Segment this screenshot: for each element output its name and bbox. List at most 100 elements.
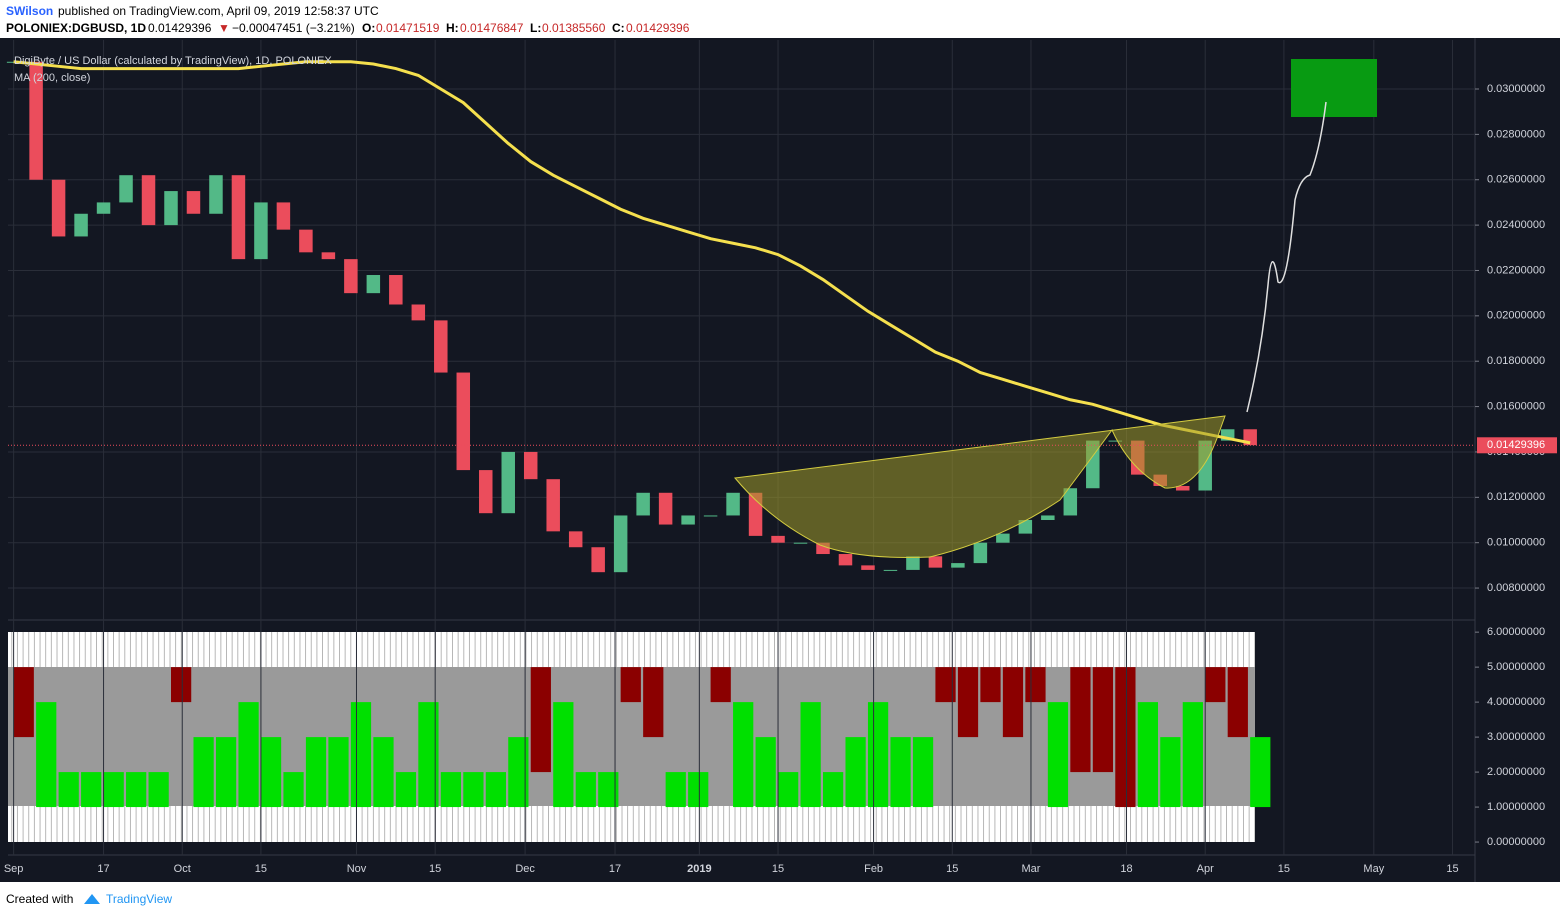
candle [523, 451, 538, 480]
indicator-bar [103, 772, 124, 808]
candle [501, 451, 515, 514]
candle [1041, 515, 1055, 521]
x-tick-label: Mar [1021, 863, 1040, 875]
x-tick-label: Apr [1197, 863, 1214, 875]
indicator-bar [395, 772, 417, 808]
o-label: O: [362, 21, 375, 35]
y-tick-label: 2.00000000 [1487, 766, 1545, 778]
indicator-bar [36, 702, 57, 808]
indicator-bar [305, 737, 327, 808]
x-tick-label: 15 [429, 863, 441, 875]
indicator-bar [688, 772, 709, 808]
y-tick-label: 1.00000000 [1487, 801, 1545, 813]
indicator-bar [238, 702, 259, 808]
candle [209, 175, 223, 214]
candle [996, 533, 1010, 543]
candle [1063, 488, 1078, 516]
indicator-bar [508, 737, 529, 808]
candle [276, 202, 291, 230]
indicator-bar [867, 702, 889, 808]
c: 0.01429396 [626, 21, 690, 35]
indicator-bar [1227, 667, 1248, 738]
y-tick-label: 0.02000000 [1487, 310, 1545, 322]
ma-line [13, 60, 1251, 445]
x-tick-label: 15 [1278, 863, 1290, 875]
x-tick-label: Sep [4, 863, 24, 875]
indicator-bar [530, 667, 551, 773]
candle [479, 470, 493, 514]
x-tick-label: 15 [1446, 863, 1458, 875]
indicator-bar [148, 772, 169, 808]
indicator-bar [890, 737, 911, 808]
indicator-bar [171, 667, 192, 703]
indicator-bar [845, 737, 866, 808]
current-price-label: 0.01429396 [1487, 439, 1545, 451]
candle [434, 320, 448, 373]
x-tick-label: 15 [772, 863, 784, 875]
footer-brand[interactable]: TradingView [106, 892, 172, 906]
candle [658, 492, 673, 525]
o: 0.01471519 [376, 21, 440, 35]
x-tick-label: 18 [1120, 863, 1132, 875]
y-tick-label: 0.01800000 [1487, 355, 1545, 367]
candle [951, 563, 965, 568]
y-tick-label: 4.00000000 [1487, 696, 1545, 708]
indicator-bar [912, 737, 934, 808]
indicator-bar [620, 667, 641, 703]
candle [1018, 520, 1033, 534]
indicator-bar [710, 667, 731, 703]
indicator-bar [418, 702, 439, 808]
candle [613, 515, 628, 573]
candle [231, 175, 246, 260]
candle [973, 542, 988, 564]
l-label: L: [530, 21, 541, 35]
indicator-bar [485, 772, 506, 808]
indicator-bar [823, 772, 844, 808]
candle [883, 569, 898, 571]
indicator-bar [126, 772, 147, 808]
x-tick-label: Nov [347, 863, 367, 875]
published: published on TradingView.com, April 09, … [58, 4, 379, 18]
indicator-bar [81, 772, 102, 808]
candle [299, 229, 313, 253]
change: −0.00047451 (−3.21%) [232, 21, 355, 35]
candle [681, 515, 695, 525]
indicator-bar [755, 737, 776, 808]
indicator-bar [373, 737, 394, 808]
current-price-box [1477, 437, 1557, 454]
h-label: H: [446, 21, 459, 35]
indicator-bar [980, 667, 1001, 703]
symbol: POLONIEX:DGBUSD, 1D [6, 21, 146, 35]
x-tick-label: 17 [97, 863, 109, 875]
x-tick-label: 15 [946, 863, 958, 875]
candle [928, 556, 943, 568]
candle [703, 515, 718, 517]
indicator-bar [778, 772, 799, 808]
indicator-bar [58, 772, 79, 808]
indicator-bar [575, 772, 596, 808]
indicator-bar [733, 702, 754, 808]
last: 0.01429396 [148, 21, 212, 35]
y-tick-label: 0.01000000 [1487, 537, 1545, 549]
candle [96, 202, 111, 214]
candle [906, 556, 920, 570]
y-tick-label: 6.00000000 [1487, 626, 1545, 638]
x-tick-label: 17 [609, 863, 621, 875]
target-box [1291, 59, 1377, 117]
indicator-bar [1002, 667, 1024, 738]
c-label: C: [612, 21, 625, 35]
candle [636, 492, 650, 516]
indicator-bar [1182, 702, 1203, 808]
indicator-bar [260, 737, 282, 808]
y-tick-label: 0.02600000 [1487, 174, 1545, 186]
x-tick-label: May [1363, 863, 1384, 875]
indicator-bar [1115, 667, 1136, 808]
indicator-bar [283, 772, 304, 808]
candle [546, 479, 560, 532]
indicator-bar [935, 667, 956, 703]
h: 0.01476847 [460, 21, 524, 35]
x-tick-label: Dec [515, 863, 535, 875]
indicator-bar [1070, 667, 1091, 773]
candle [51, 179, 66, 237]
